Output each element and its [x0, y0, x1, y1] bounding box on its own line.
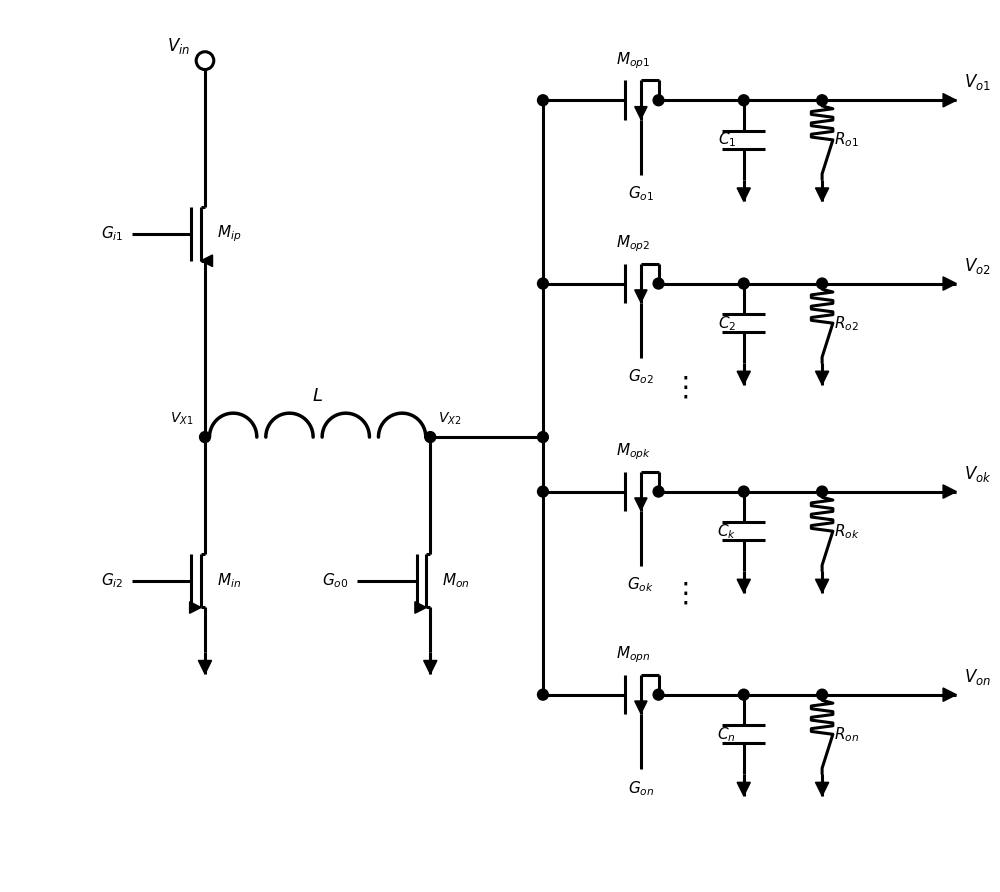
Polygon shape — [815, 371, 829, 384]
Text: $R_{o1}$: $R_{o1}$ — [834, 130, 859, 149]
Circle shape — [538, 278, 548, 289]
Circle shape — [817, 486, 827, 497]
Text: $V_{ok}$: $V_{ok}$ — [964, 464, 992, 483]
Text: $G_{o1}$: $G_{o1}$ — [628, 185, 654, 203]
Circle shape — [653, 486, 664, 497]
Polygon shape — [815, 782, 829, 796]
Text: $G_{on}$: $G_{on}$ — [628, 779, 654, 797]
Circle shape — [738, 690, 749, 700]
Polygon shape — [190, 602, 201, 614]
Text: $V_{X2}$: $V_{X2}$ — [438, 411, 461, 427]
Text: $G_{i2}$: $G_{i2}$ — [101, 572, 124, 591]
Text: $G_{i1}$: $G_{i1}$ — [101, 225, 124, 244]
Text: $V_{X1}$: $V_{X1}$ — [170, 411, 193, 427]
Circle shape — [538, 690, 548, 700]
Text: $C_1$: $C_1$ — [718, 130, 736, 149]
Circle shape — [653, 278, 664, 289]
Text: $G_{ok}$: $G_{ok}$ — [627, 575, 654, 594]
Text: $C_k$: $C_k$ — [717, 522, 736, 541]
Polygon shape — [943, 688, 956, 701]
Circle shape — [817, 278, 827, 289]
Text: $C_n$: $C_n$ — [717, 725, 736, 744]
Text: $V_{in}$: $V_{in}$ — [167, 36, 190, 55]
Polygon shape — [737, 782, 750, 796]
Polygon shape — [198, 660, 212, 673]
Circle shape — [738, 95, 749, 106]
Circle shape — [425, 432, 436, 442]
Text: $\vdots$: $\vdots$ — [671, 374, 689, 401]
Polygon shape — [815, 579, 829, 592]
Circle shape — [538, 95, 548, 106]
Circle shape — [817, 690, 827, 700]
Polygon shape — [943, 94, 956, 107]
Polygon shape — [943, 277, 956, 290]
Circle shape — [653, 690, 664, 700]
Text: $R_{o2}$: $R_{o2}$ — [834, 314, 859, 333]
Polygon shape — [815, 188, 829, 202]
Polygon shape — [737, 579, 750, 592]
Text: $M_{on}$: $M_{on}$ — [442, 572, 470, 591]
Text: $M_{opn}$: $M_{opn}$ — [616, 644, 650, 665]
Polygon shape — [737, 371, 750, 384]
Text: $M_{op2}$: $M_{op2}$ — [616, 233, 650, 254]
Text: $M_{op1}$: $M_{op1}$ — [616, 50, 650, 70]
Circle shape — [738, 278, 749, 289]
Polygon shape — [424, 660, 437, 673]
Polygon shape — [415, 602, 426, 614]
Text: $M_{in}$: $M_{in}$ — [217, 572, 241, 591]
Text: $\vdots$: $\vdots$ — [671, 579, 689, 607]
Text: $R_{ok}$: $R_{ok}$ — [834, 522, 859, 541]
Circle shape — [200, 432, 210, 442]
Text: $L$: $L$ — [312, 387, 323, 405]
Polygon shape — [635, 498, 647, 510]
Polygon shape — [943, 485, 956, 499]
Circle shape — [538, 432, 548, 442]
Circle shape — [538, 486, 548, 497]
Polygon shape — [635, 701, 647, 714]
Text: $V_{o2}$: $V_{o2}$ — [964, 256, 991, 276]
Circle shape — [738, 486, 749, 497]
Polygon shape — [201, 255, 213, 267]
Text: $R_{on}$: $R_{on}$ — [834, 725, 859, 744]
Polygon shape — [635, 290, 647, 302]
Text: $M_{opk}$: $M_{opk}$ — [616, 442, 651, 462]
Text: $G_{o0}$: $G_{o0}$ — [322, 572, 349, 591]
Text: $C_2$: $C_2$ — [718, 314, 736, 333]
Text: $V_{o1}$: $V_{o1}$ — [964, 72, 991, 93]
Polygon shape — [635, 107, 647, 120]
Text: $M_{ip}$: $M_{ip}$ — [217, 224, 241, 244]
Text: $G_{o2}$: $G_{o2}$ — [628, 368, 654, 386]
Circle shape — [817, 95, 827, 106]
Circle shape — [653, 95, 664, 106]
Polygon shape — [737, 188, 750, 202]
Text: $V_{on}$: $V_{on}$ — [964, 666, 991, 687]
